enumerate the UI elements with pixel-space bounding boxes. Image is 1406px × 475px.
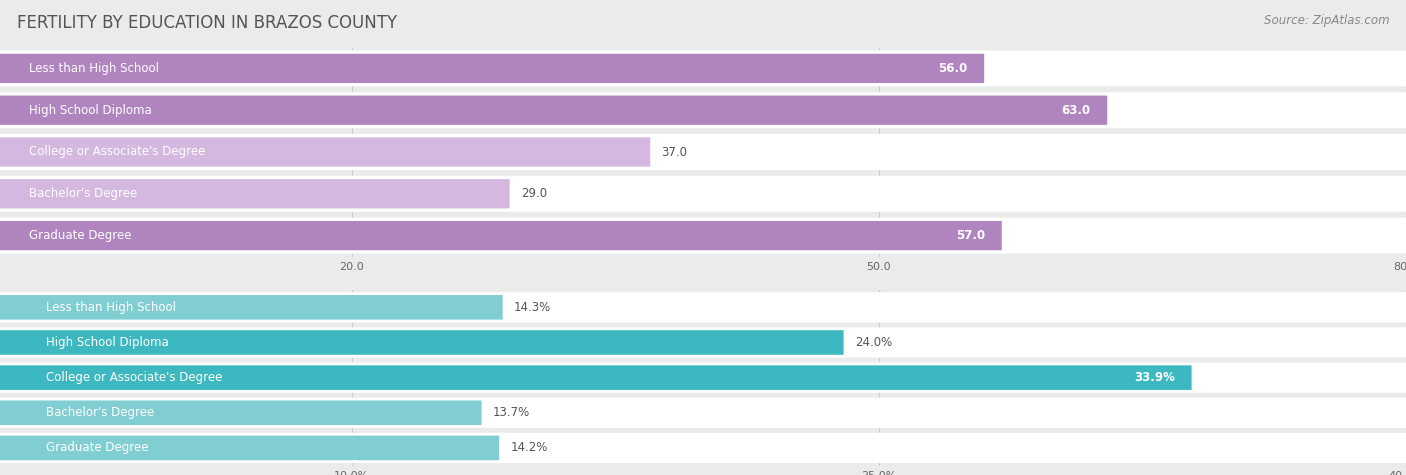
FancyBboxPatch shape — [0, 327, 1406, 358]
Text: 33.9%: 33.9% — [1133, 371, 1175, 384]
FancyBboxPatch shape — [0, 433, 1406, 463]
Text: 13.7%: 13.7% — [492, 406, 530, 419]
Text: 24.0%: 24.0% — [855, 336, 891, 349]
FancyBboxPatch shape — [0, 295, 503, 320]
FancyBboxPatch shape — [0, 54, 984, 83]
Text: Less than High School: Less than High School — [46, 301, 176, 314]
Text: 56.0: 56.0 — [938, 62, 967, 75]
FancyBboxPatch shape — [0, 92, 1406, 128]
Text: Graduate Degree: Graduate Degree — [28, 229, 131, 242]
FancyBboxPatch shape — [0, 436, 499, 460]
FancyBboxPatch shape — [0, 179, 509, 209]
Text: 63.0: 63.0 — [1062, 104, 1091, 117]
Text: Source: ZipAtlas.com: Source: ZipAtlas.com — [1264, 14, 1389, 27]
FancyBboxPatch shape — [0, 292, 1406, 323]
Text: 14.2%: 14.2% — [510, 441, 548, 455]
Text: High School Diploma: High School Diploma — [28, 104, 152, 117]
Text: 14.3%: 14.3% — [515, 301, 551, 314]
Text: Graduate Degree: Graduate Degree — [46, 441, 149, 455]
Text: College or Associate's Degree: College or Associate's Degree — [28, 145, 205, 159]
FancyBboxPatch shape — [0, 221, 1001, 250]
FancyBboxPatch shape — [0, 134, 1406, 170]
Text: Bachelor's Degree: Bachelor's Degree — [46, 406, 155, 419]
FancyBboxPatch shape — [0, 176, 1406, 212]
Text: FERTILITY BY EDUCATION IN BRAZOS COUNTY: FERTILITY BY EDUCATION IN BRAZOS COUNTY — [17, 14, 396, 32]
Text: High School Diploma: High School Diploma — [46, 336, 169, 349]
FancyBboxPatch shape — [0, 400, 481, 425]
FancyBboxPatch shape — [0, 365, 1191, 390]
FancyBboxPatch shape — [0, 50, 1406, 86]
FancyBboxPatch shape — [0, 218, 1406, 254]
FancyBboxPatch shape — [0, 330, 844, 355]
Text: Bachelor's Degree: Bachelor's Degree — [28, 187, 136, 200]
FancyBboxPatch shape — [0, 95, 1108, 125]
Text: Less than High School: Less than High School — [28, 62, 159, 75]
Text: 57.0: 57.0 — [956, 229, 984, 242]
FancyBboxPatch shape — [0, 398, 1406, 428]
Text: 37.0: 37.0 — [662, 145, 688, 159]
Text: College or Associate's Degree: College or Associate's Degree — [46, 371, 222, 384]
FancyBboxPatch shape — [0, 137, 650, 167]
FancyBboxPatch shape — [0, 362, 1406, 393]
Text: 29.0: 29.0 — [520, 187, 547, 200]
